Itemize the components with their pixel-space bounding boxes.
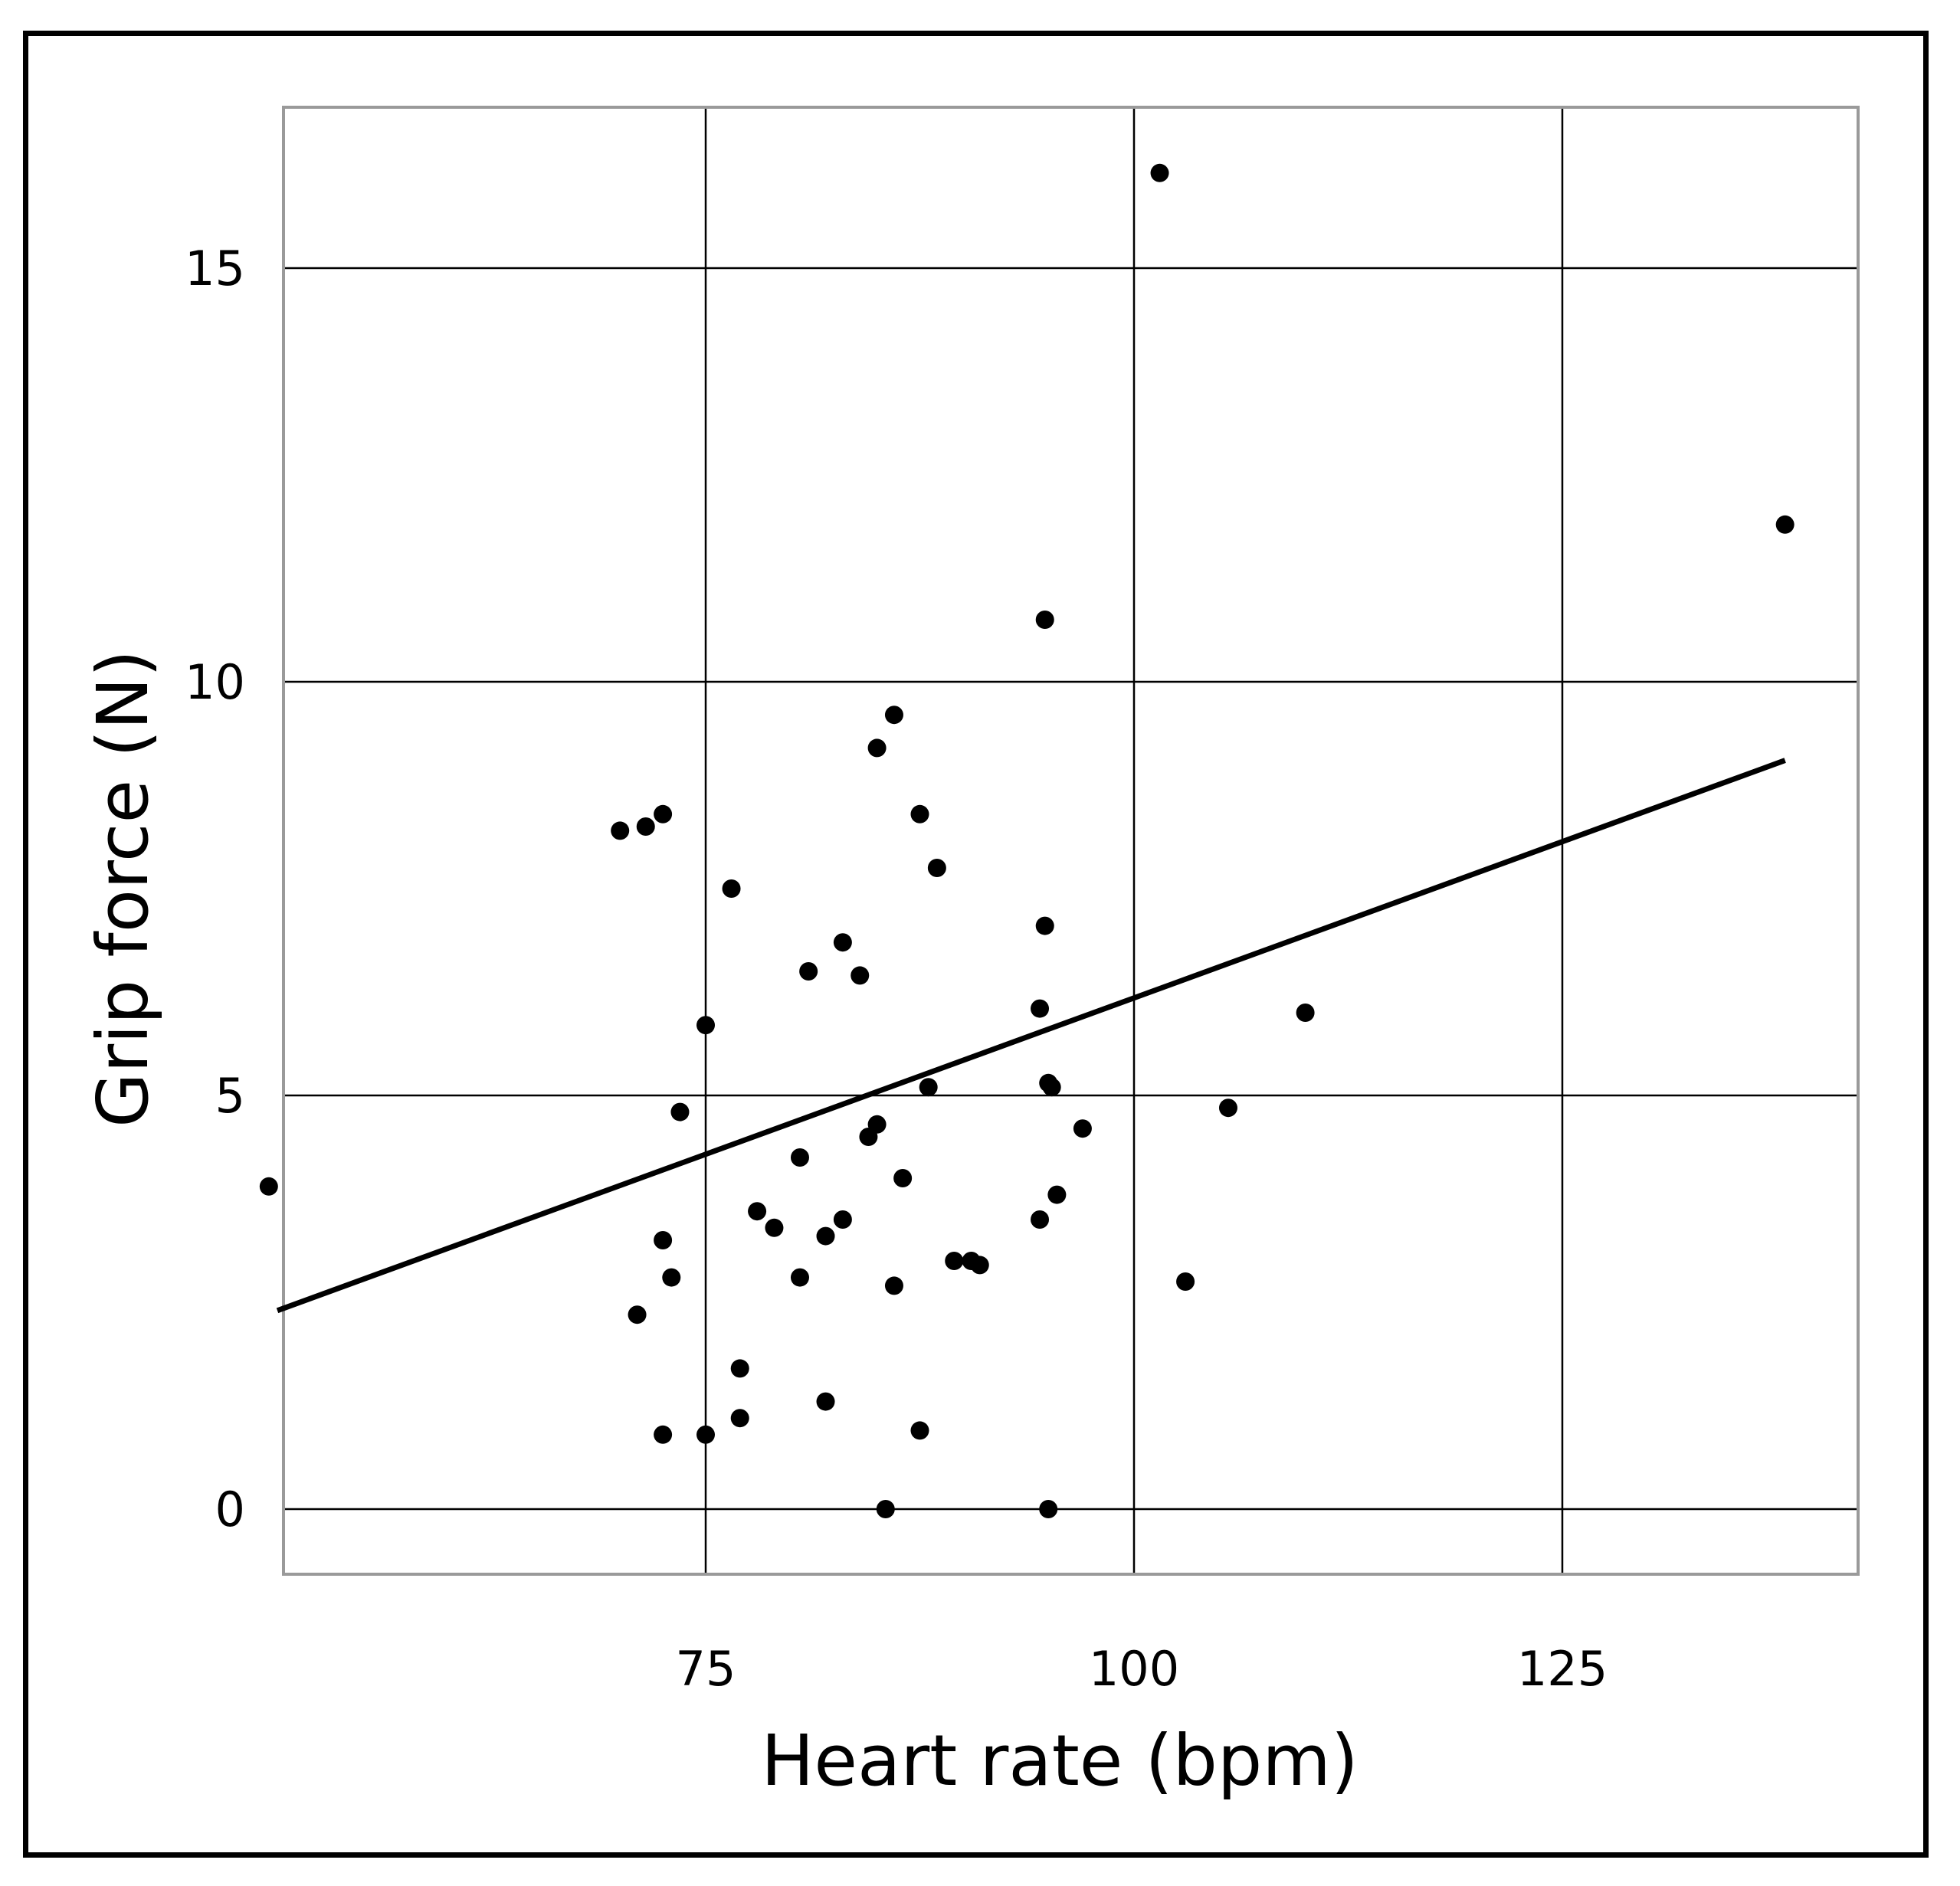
x-tick-label-75: 75: [676, 1641, 736, 1697]
data-point-4: [654, 804, 673, 823]
data-point-36: [945, 1252, 964, 1270]
data-point-6: [654, 1231, 673, 1249]
data-point-22: [833, 933, 852, 952]
data-point-47: [1073, 1119, 1092, 1138]
data-point-34: [919, 1078, 938, 1097]
y-tick-label-10: 10: [185, 654, 245, 710]
data-point-24: [851, 966, 870, 985]
data-point-14: [730, 1359, 749, 1378]
data-point-48: [1150, 163, 1169, 182]
x-tick-label-100: 100: [1089, 1641, 1179, 1697]
data-point-1: [259, 1177, 278, 1196]
data-point-26: [867, 1115, 887, 1134]
y-tick-label-15: 15: [185, 241, 245, 296]
y-tick-label-0: 0: [215, 1482, 245, 1537]
x-tick-label-125: 125: [1517, 1641, 1608, 1697]
data-point-44: [1042, 1078, 1061, 1097]
data-point-32: [910, 1421, 929, 1440]
plot-area-border: [282, 106, 1860, 1576]
data-point-40: [1031, 1210, 1050, 1229]
trend-line: [276, 758, 1786, 1314]
data-point-19: [799, 962, 818, 981]
data-point-49: [1176, 1272, 1195, 1291]
y-axis-title: Grip force (N): [82, 650, 164, 1128]
data-point-35: [927, 859, 946, 877]
x-axis-title: Heart rate (bpm): [761, 1720, 1359, 1802]
data-point-3: [636, 817, 655, 836]
data-point-29: [884, 706, 903, 725]
data-point-13: [730, 1409, 749, 1428]
data-point-30: [884, 1276, 903, 1295]
tick-labels: 75 100 125 0 5 10 15: [185, 241, 1608, 1697]
data-point-51: [1296, 1004, 1315, 1022]
data-point-16: [765, 1218, 784, 1237]
data-point-45: [1047, 1185, 1067, 1204]
data-point-31: [893, 1169, 913, 1187]
data-point-2: [611, 821, 630, 840]
grid-layer: [284, 107, 1858, 1574]
figure-frame: [23, 31, 1929, 1858]
data-point-39: [1031, 999, 1050, 1018]
data-point-46: [1039, 1500, 1058, 1518]
data-point-7: [662, 1268, 681, 1287]
data-point-11: [696, 1016, 715, 1035]
data-point-28: [876, 1500, 895, 1518]
data-point-21: [816, 1392, 835, 1411]
data-point-33: [910, 804, 929, 823]
data-point-50: [1218, 1099, 1237, 1118]
data-point-41: [1035, 611, 1054, 629]
data-point-15: [748, 1202, 767, 1221]
data-point-38: [970, 1256, 989, 1275]
data-point-27: [867, 738, 887, 758]
data-point-18: [790, 1268, 809, 1287]
data-point-42: [1035, 916, 1054, 935]
data-points: [259, 163, 1794, 1518]
data-point-10: [696, 1425, 715, 1444]
data-point-20: [816, 1226, 835, 1246]
data-point-9: [670, 1102, 690, 1121]
data-point-12: [722, 879, 741, 898]
data-point-8: [654, 1425, 673, 1444]
data-point-17: [790, 1148, 809, 1167]
y-tick-label-5: 5: [215, 1068, 245, 1124]
data-point-5: [628, 1305, 647, 1324]
data-point-52: [1775, 515, 1794, 534]
data-point-23: [833, 1210, 852, 1229]
